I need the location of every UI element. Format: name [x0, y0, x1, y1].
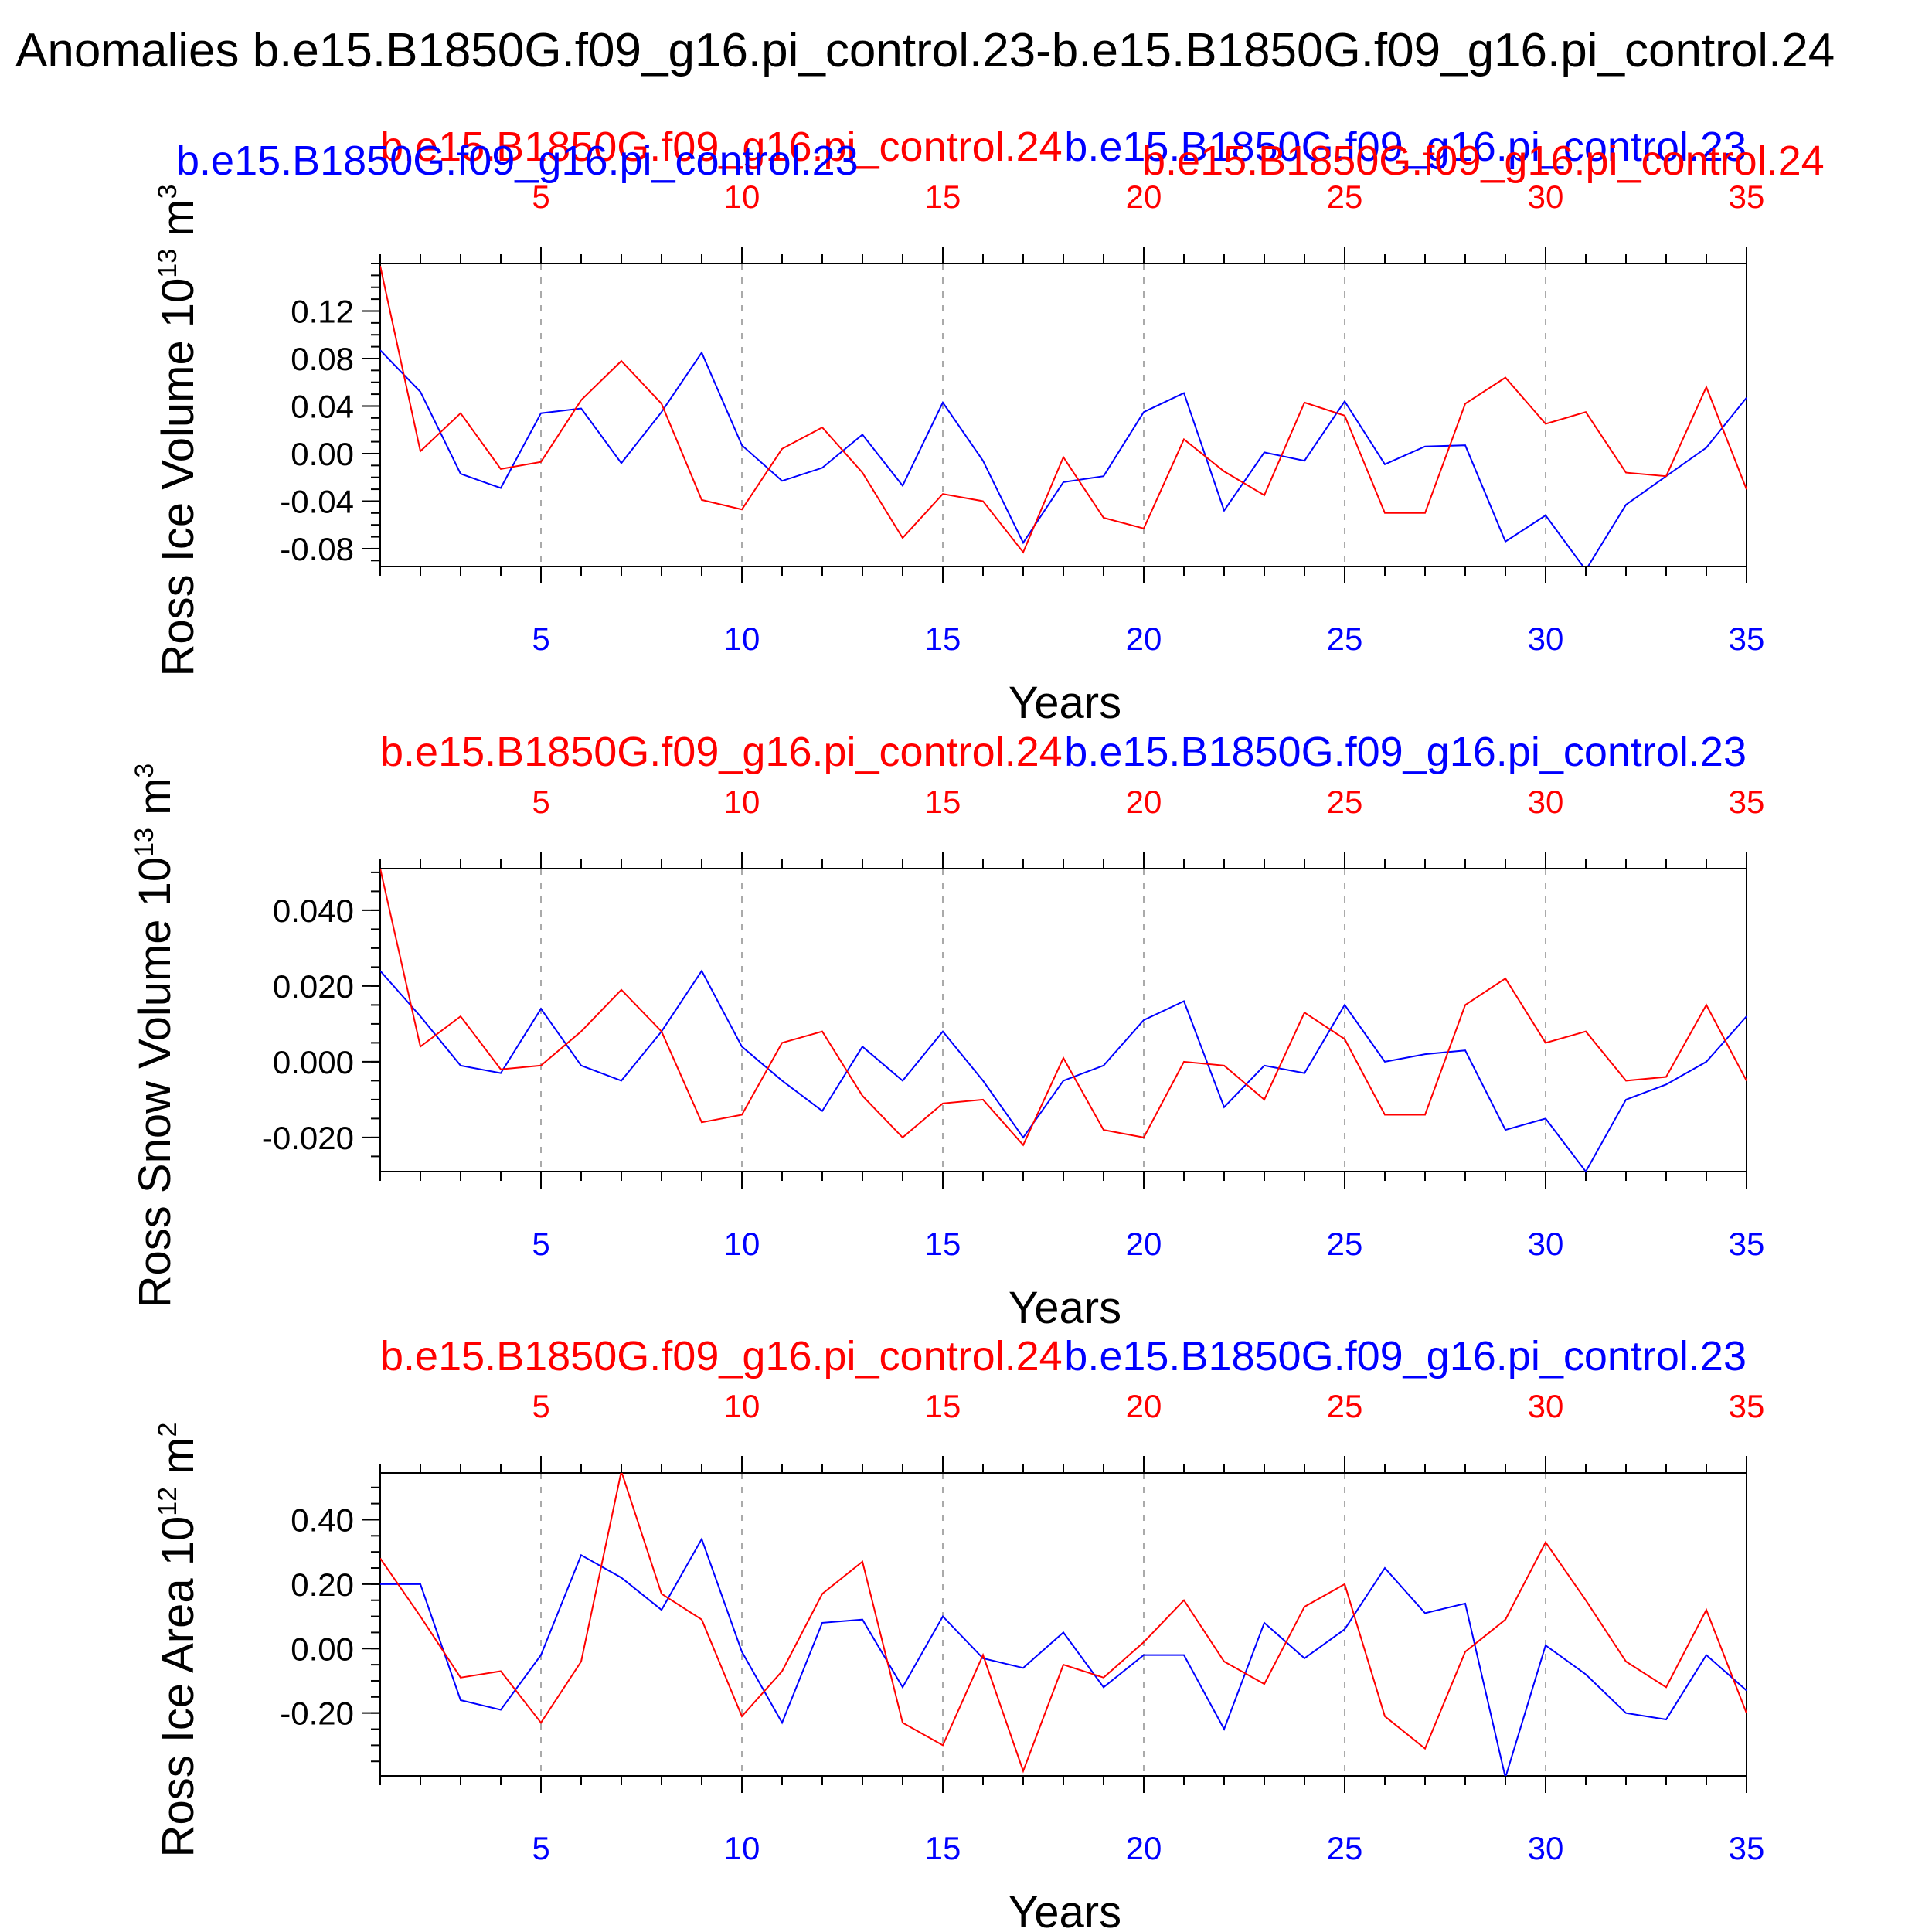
x-tick-label-bottom: 35: [1729, 621, 1765, 657]
x-tick-label-bottom: 10: [724, 1830, 760, 1866]
y-axis-label-text: Ross Ice Volume 10: [153, 278, 203, 677]
x-axis-label: Years: [1009, 1283, 1121, 1333]
top-title-blue: b.e15.B1850G.f09_g16.pi_control.23: [1064, 729, 1747, 775]
y-tick-label: 0.020: [273, 968, 354, 1005]
y-axis-label-unit-exponent: 3: [130, 764, 159, 778]
top-title-blue: b.e15.B1850G.f09_g16.pi_control.23: [1064, 1333, 1747, 1379]
y-tick-label: 0.00: [291, 1631, 354, 1667]
x-tick-label-bottom: 20: [1126, 1830, 1162, 1866]
series-line-red: [380, 869, 1747, 1147]
x-tick-label-bottom: 20: [1126, 1226, 1162, 1262]
x-tick-label-top: 30: [1528, 179, 1564, 215]
y-axis-label: Ross Ice Area 1012 m2: [153, 1423, 203, 1858]
x-tick-label-top: 35: [1729, 1388, 1765, 1424]
x-tick-label-top: 10: [724, 179, 760, 215]
y-axis-label-unit-exponent: 2: [153, 1423, 182, 1437]
x-tick-label-top: 35: [1729, 784, 1765, 820]
x-tick-label-top: 15: [925, 179, 961, 215]
x-tick-label-bottom: 10: [724, 1226, 760, 1262]
top-title-red: b.e15.B1850G.f09_g16.pi_control.24: [380, 124, 1063, 170]
y-axis-label-unit-exponent: 3: [153, 184, 182, 199]
x-tick-label-top: 25: [1327, 1388, 1363, 1424]
x-tick-label-top: 5: [532, 1388, 549, 1424]
x-tick-label-top: 5: [532, 179, 549, 215]
y-axis-label-exponent: 12: [153, 1487, 182, 1516]
x-tick-label-bottom: 25: [1327, 621, 1363, 657]
x-tick-label-bottom: 30: [1528, 621, 1564, 657]
x-axis-label: Years: [1009, 1887, 1121, 1932]
y-axis-label-unit: m: [153, 1437, 203, 1486]
x-tick-label-bottom: 10: [724, 621, 760, 657]
y-tick-label: 0.20: [291, 1566, 354, 1603]
x-tick-label-bottom: 20: [1126, 621, 1162, 657]
x-tick-label-top: 15: [925, 784, 961, 820]
x-tick-label-top: 20: [1126, 784, 1162, 820]
series-line-blue: [380, 1537, 1747, 1776]
y-tick-label: 0.40: [291, 1502, 354, 1538]
y-axis-label-unit: m: [153, 199, 203, 248]
x-tick-label-top: 25: [1327, 784, 1363, 820]
y-axis-label-unit: m: [130, 778, 180, 828]
top-title-red: b.e15.B1850G.f09_g16.pi_control.24: [380, 729, 1063, 775]
x-tick-label-top: 35: [1729, 179, 1765, 215]
chart-panel-3: 0.40 0.20 0.00 -0.20 5 5 10 10 15 15 20 20 25 25 30 30 3…: [153, 1333, 1764, 1932]
y-tick-label: 0.12: [291, 293, 354, 329]
x-tick-label-top: 5: [532, 784, 549, 820]
x-tick-label-bottom: 25: [1327, 1226, 1363, 1262]
x-tick-label-top: 20: [1126, 1388, 1162, 1424]
x-tick-label-bottom: 15: [925, 1226, 961, 1262]
x-tick-label-bottom: 30: [1528, 1830, 1564, 1866]
x-tick-label-bottom: 35: [1729, 1226, 1765, 1262]
x-tick-label-top: 10: [724, 1388, 760, 1424]
top-title-red-extra: b.e15.B1850G.f09_g16.pi_control.24: [1142, 138, 1825, 184]
x-tick-label-top: 25: [1327, 179, 1363, 215]
y-tick-label: -0.020: [262, 1120, 354, 1156]
y-axis-label: Ross Snow Volume 1013 m3: [130, 764, 180, 1308]
x-tick-label-top: 30: [1528, 784, 1564, 820]
y-tick-label: -0.04: [280, 483, 354, 519]
top-title-red: b.e15.B1850G.f09_g16.pi_control.24: [380, 1333, 1063, 1379]
x-tick-label-bottom: 15: [925, 621, 961, 657]
x-tick-label-bottom: 35: [1729, 1830, 1765, 1866]
chart-panel-1: 0.12 0.08 0.04 0.00 -0.04 -0.08 5 5 10 10 15 15 20 20…: [153, 124, 1825, 728]
x-tick-label-bottom: 30: [1528, 1226, 1564, 1262]
y-tick-label: -0.20: [280, 1696, 354, 1732]
y-tick-label: 0.08: [291, 341, 354, 377]
page-title: Anomalies b.e15.B1850G.f09_g16.pi_contro…: [15, 24, 1835, 77]
y-tick-label: 0.040: [273, 893, 354, 929]
y-axis-label-exponent: 13: [153, 249, 182, 278]
x-tick-label-bottom: 5: [532, 621, 549, 657]
x-axis-label: Years: [1009, 678, 1121, 728]
series-line-red: [380, 1473, 1747, 1774]
series-line-blue: [380, 969, 1747, 1172]
y-tick-label: 0.00: [291, 436, 354, 472]
y-tick-label: 0.000: [273, 1044, 354, 1080]
y-axis-label-exponent: 13: [130, 828, 159, 857]
y-tick-label: -0.08: [280, 531, 354, 567]
y-axis-label: Ross Ice Volume 1013 m3: [153, 184, 203, 676]
y-axis-label-text: Ross Ice Area 10: [153, 1516, 203, 1858]
x-tick-label-top: 20: [1126, 179, 1162, 215]
x-tick-label-bottom: 5: [532, 1226, 549, 1262]
series-line-blue: [380, 349, 1747, 566]
x-tick-label-bottom: 5: [532, 1830, 549, 1866]
x-tick-label-top: 10: [724, 784, 760, 820]
x-tick-label-bottom: 25: [1327, 1830, 1363, 1866]
series-line-red: [380, 265, 1747, 554]
y-axis-label-text: Ross Snow Volume 10: [130, 857, 180, 1308]
chart-panel-2: 0.040 0.020 0.000 -0.020 5 5 10 10 15 15 20 20 25 25 3…: [130, 729, 1764, 1333]
x-tick-label-bottom: 15: [925, 1830, 961, 1866]
top-title-blue: b.e15.B1850G.f09_g16.pi_control.23: [1064, 124, 1747, 170]
y-tick-label: 0.04: [291, 388, 354, 424]
x-tick-label-top: 15: [925, 1388, 961, 1424]
x-tick-label-top: 30: [1528, 1388, 1564, 1424]
top-title-blue-extra: b.e15.B1850G.f09_g16.pi_control.23: [176, 138, 859, 184]
